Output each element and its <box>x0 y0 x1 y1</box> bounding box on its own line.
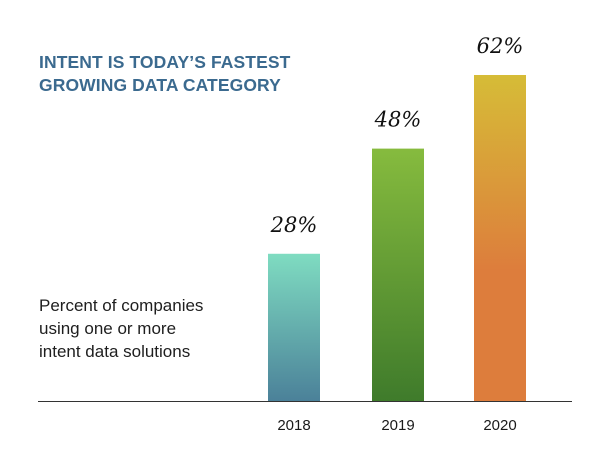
chart-description: Percent of companies using one or more i… <box>39 294 269 363</box>
chart-title-line-1: INTENT IS TODAY’S FASTEST <box>39 52 291 72</box>
description-line-1: Percent of companies <box>39 296 204 315</box>
chart-title: INTENT IS TODAY’S FASTEST GROWING DATA C… <box>39 51 339 97</box>
bar-2019 <box>372 148 424 401</box>
value-label-2019: 48% <box>374 108 422 132</box>
description-line-3: intent data solutions <box>39 342 191 361</box>
bar-2018 <box>268 253 320 401</box>
x-tick-label-2018: 2018 <box>277 417 310 434</box>
value-label-2018: 28% <box>270 213 318 237</box>
description-line-2: using one or more <box>39 319 177 338</box>
x-tick-label-2020: 2020 <box>483 417 516 434</box>
x-tick-label-2019: 2019 <box>381 417 414 434</box>
chart-title-line-2: GROWING DATA CATEGORY <box>39 75 281 95</box>
bar-2020 <box>474 75 526 401</box>
value-label-2020: 62% <box>477 34 524 58</box>
